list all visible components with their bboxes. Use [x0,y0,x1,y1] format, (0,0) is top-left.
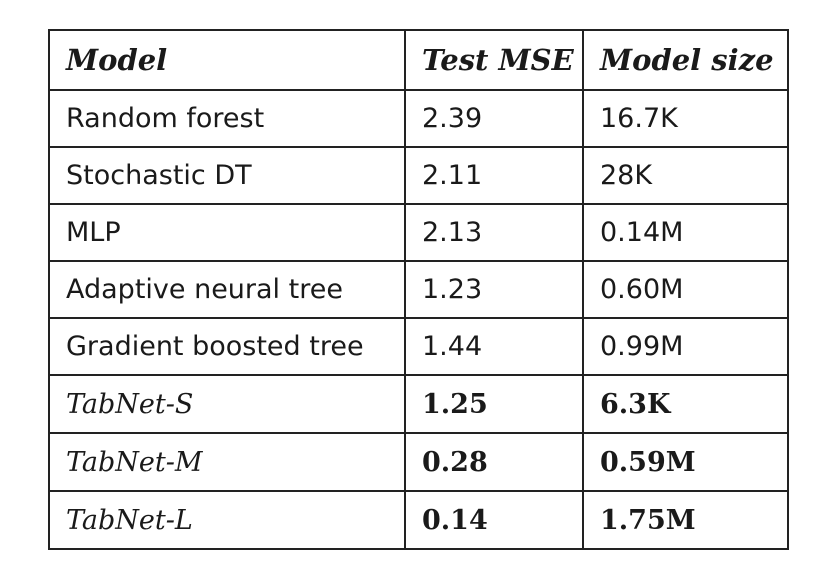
table-row: TabNet-M 0.28 0.59M [48,432,789,492]
cell-model-name: TabNet-L [48,490,406,550]
cell-test-mse: 1.44 [404,317,584,376]
table-row: Gradient boosted tree 1.44 0.99M [48,317,789,376]
cell-test-mse: 1.23 [404,260,584,319]
table-row: Stochastic DT 2.11 28K [48,146,789,205]
table-row: TabNet-S 1.25 6.3K [48,374,789,434]
cell-model-name: Stochastic DT [48,146,406,205]
cell-model-name: TabNet-M [48,432,406,492]
header-row: Model Test MSE Model size [48,29,789,91]
cell-model-name: Adaptive neural tree [48,260,406,319]
cell-model-size: 0.99M [582,317,789,376]
cell-test-mse: 2.13 [404,203,584,262]
table-row: MLP 2.13 0.14M [48,203,789,262]
cell-model-name: TabNet-S [48,374,406,434]
header-model-size: Model size [582,29,789,91]
cell-model-size: 0.60M [582,260,789,319]
cell-test-mse: 0.14 [404,490,584,550]
cell-model-size: 6.3K [582,374,789,434]
cell-test-mse: 2.39 [404,89,584,148]
cell-model-size: 1.75M [582,490,789,550]
cell-test-mse: 0.28 [404,432,584,492]
table-row: Random forest 2.39 16.7K [48,89,789,148]
header-model: Model [48,29,406,91]
cell-model-size: 28K [582,146,789,205]
cell-test-mse: 1.25 [404,374,584,434]
cell-model-name: MLP [48,203,406,262]
cell-model-size: 0.14M [582,203,789,262]
cell-model-name: Random forest [48,89,406,148]
cell-model-size: 0.59M [582,432,789,492]
header-test-mse: Test MSE [404,29,584,91]
cell-model-size: 16.7K [582,89,789,148]
table-row: TabNet-L 0.14 1.75M [48,490,789,550]
cell-test-mse: 2.11 [404,146,584,205]
cell-model-name: Gradient boosted tree [48,317,406,376]
table-row: Adaptive neural tree 1.23 0.60M [48,260,789,319]
table-body: Random forest 2.39 16.7K Stochastic DT 2.11 2… [48,89,789,550]
results-table: Model Test MSE Model size Random forest 2… [48,29,789,550]
